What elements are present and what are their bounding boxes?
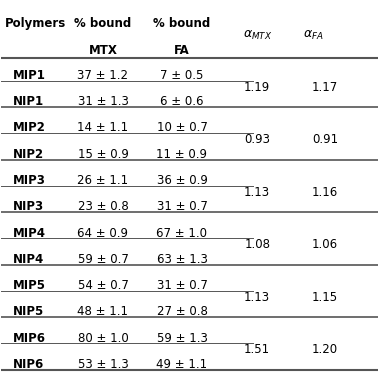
Text: 64 ± 0.9: 64 ± 0.9 bbox=[77, 227, 128, 240]
Text: Polymers: Polymers bbox=[5, 17, 66, 30]
Text: $\alpha_{FA}$: $\alpha_{FA}$ bbox=[303, 29, 324, 42]
Text: MIP5: MIP5 bbox=[13, 279, 46, 292]
Text: 10 ± 0.7: 10 ± 0.7 bbox=[157, 122, 207, 134]
Text: 1.17: 1.17 bbox=[312, 81, 338, 94]
Text: $\alpha_{MTX}$: $\alpha_{MTX}$ bbox=[243, 29, 272, 42]
Text: 31 ± 0.7: 31 ± 0.7 bbox=[157, 279, 207, 292]
Text: % bound: % bound bbox=[153, 17, 211, 30]
Text: 1.13: 1.13 bbox=[244, 291, 270, 304]
Text: 14 ± 1.1: 14 ± 1.1 bbox=[77, 122, 128, 134]
Text: MIP2: MIP2 bbox=[13, 122, 45, 134]
Text: 1.06: 1.06 bbox=[312, 238, 338, 251]
Text: 53 ± 1.3: 53 ± 1.3 bbox=[78, 358, 128, 371]
Text: 11 ± 0.9: 11 ± 0.9 bbox=[157, 148, 207, 161]
Text: MIP6: MIP6 bbox=[13, 332, 46, 345]
Text: MTX: MTX bbox=[89, 44, 117, 57]
Text: 37 ± 1.2: 37 ± 1.2 bbox=[77, 69, 128, 82]
Text: MIP4: MIP4 bbox=[13, 227, 46, 240]
Text: 0.91: 0.91 bbox=[312, 133, 338, 146]
Text: 26 ± 1.1: 26 ± 1.1 bbox=[77, 174, 128, 187]
Text: 59 ± 0.7: 59 ± 0.7 bbox=[78, 253, 128, 266]
Text: 1.15: 1.15 bbox=[312, 291, 338, 304]
Text: NIP1: NIP1 bbox=[13, 95, 44, 108]
Text: NIP2: NIP2 bbox=[13, 148, 44, 161]
Text: 27 ± 0.8: 27 ± 0.8 bbox=[157, 305, 207, 318]
Text: 36 ± 0.9: 36 ± 0.9 bbox=[157, 174, 207, 187]
Text: NIP5: NIP5 bbox=[13, 305, 44, 318]
Text: MIP1: MIP1 bbox=[13, 69, 45, 82]
Text: 63 ± 1.3: 63 ± 1.3 bbox=[157, 253, 207, 266]
Text: 1.13: 1.13 bbox=[244, 186, 270, 199]
Text: 31 ± 0.7: 31 ± 0.7 bbox=[157, 200, 207, 213]
Text: MIP3: MIP3 bbox=[13, 174, 45, 187]
Text: 0.93: 0.93 bbox=[244, 133, 270, 146]
Text: 80 ± 1.0: 80 ± 1.0 bbox=[78, 332, 128, 345]
Text: 48 ± 1.1: 48 ± 1.1 bbox=[77, 305, 128, 318]
Text: 1.20: 1.20 bbox=[312, 343, 338, 356]
Text: 54 ± 0.7: 54 ± 0.7 bbox=[78, 279, 128, 292]
Text: 1.16: 1.16 bbox=[312, 186, 338, 199]
Text: 23 ± 0.8: 23 ± 0.8 bbox=[78, 200, 128, 213]
Text: NIP4: NIP4 bbox=[13, 253, 44, 266]
Text: 6 ± 0.6: 6 ± 0.6 bbox=[160, 95, 204, 108]
Text: 31 ± 1.3: 31 ± 1.3 bbox=[78, 95, 128, 108]
Text: NIP3: NIP3 bbox=[13, 200, 44, 213]
Text: NIP6: NIP6 bbox=[13, 358, 44, 371]
Text: 67 ± 1.0: 67 ± 1.0 bbox=[157, 227, 207, 240]
Text: 1.08: 1.08 bbox=[244, 238, 270, 251]
Text: 1.19: 1.19 bbox=[244, 81, 270, 94]
Text: FA: FA bbox=[174, 44, 190, 57]
Text: 15 ± 0.9: 15 ± 0.9 bbox=[78, 148, 128, 161]
Text: 1.51: 1.51 bbox=[244, 343, 270, 356]
Text: 49 ± 1.1: 49 ± 1.1 bbox=[157, 358, 208, 371]
Text: 59 ± 1.3: 59 ± 1.3 bbox=[157, 332, 207, 345]
Text: % bound: % bound bbox=[74, 17, 132, 30]
Text: 7 ± 0.5: 7 ± 0.5 bbox=[160, 69, 204, 82]
